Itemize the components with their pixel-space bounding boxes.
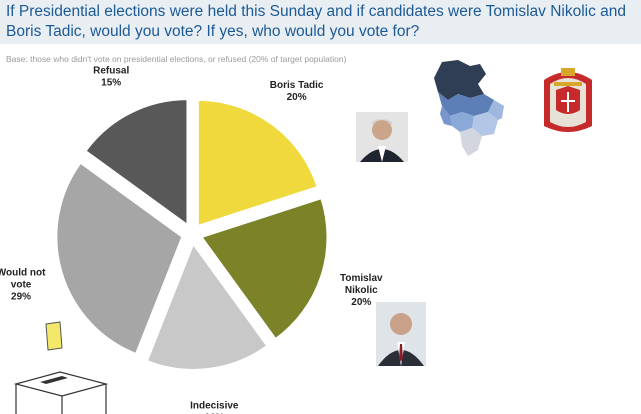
pie-slice-tomislav-nikolic [199, 196, 329, 341]
question-header [0, 0, 641, 44]
slice-label-indecisive: Indecisive16% [190, 401, 239, 414]
ballot-box-icon [13, 371, 109, 414]
tomislav-nikolic-photo [376, 302, 426, 366]
serbia-map-icon [434, 60, 504, 156]
base-note: Base: those who didn't vote on president… [6, 54, 347, 64]
pie-slice-indecisive [145, 241, 269, 371]
slice-label-refusal: Refusal 15% [93, 65, 129, 88]
pie-slice-boris-tadic [196, 98, 319, 228]
pie-slice-would-not-vote [55, 161, 184, 356]
pie-slice-refusal [84, 98, 189, 228]
survey-question: If Presidential elections were held this… [6, 3, 627, 40]
boris-tadic-photo [356, 112, 408, 162]
slice-label-would-not-vote: Would not vote 29% [0, 268, 46, 303]
ballot-paper-icon [45, 321, 63, 351]
coat-of-arms-icon [544, 68, 592, 132]
slice-label-boris-tadic: Boris Tadic 20% [270, 80, 324, 103]
slice-label-tomislav-nikolic: Tomislav Nikolic 20% [340, 273, 383, 308]
